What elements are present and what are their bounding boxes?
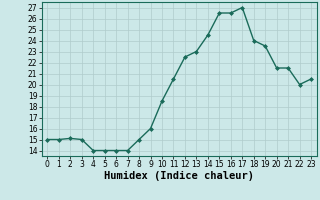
X-axis label: Humidex (Indice chaleur): Humidex (Indice chaleur) xyxy=(104,171,254,181)
